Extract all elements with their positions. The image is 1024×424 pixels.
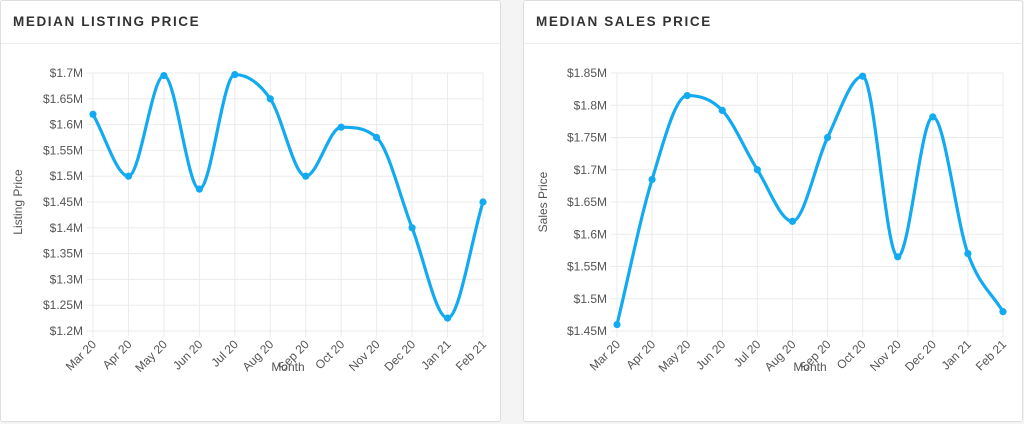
y-tick-label: $1.5M [574, 292, 607, 306]
grid-lines [87, 72, 484, 337]
y-tick-label: $1.7M [574, 163, 607, 177]
data-point[interactable] [373, 133, 381, 142]
y-tick-label: $1.6M [50, 118, 83, 132]
y-tick-label: $1.3M [50, 272, 83, 286]
y-tick-label: $1.85M [567, 66, 607, 80]
data-point[interactable] [999, 308, 1007, 316]
y-tick-label: $1.6M [574, 227, 607, 241]
x-tick-label: Jun 20 [693, 337, 729, 373]
y-tick-label: $1.2M [50, 324, 83, 338]
x-tick-label: Jan 21 [418, 337, 454, 373]
x-tick-label: Jan 21 [939, 337, 975, 373]
x-tick-label: May 20 [656, 337, 694, 375]
data-point[interactable] [648, 175, 656, 184]
y-tick-label: $1.7M [50, 66, 83, 80]
listing-price-title: MEDIAN LISTING PRICE [1, 1, 500, 44]
listing-price-chart: $1.2M $1.25M $1.3M $1.35M $1.4M $1.45M $1.5M $1… [11, 66, 490, 375]
x-tick-label: Jun 20 [170, 337, 206, 373]
x-tick-label: Mar 20 [63, 337, 100, 374]
listing-price-card: MEDIAN LISTING PRICE $1.2M $1.25M $1.3M $1.… [0, 0, 501, 422]
data-point[interactable] [195, 185, 203, 193]
y-tick-label: $1.25M [43, 298, 83, 312]
sales-price-chart: $1.45M $1.5M $1.55M $1.6M $1.65M $1.7M $1.75M $… [536, 66, 1010, 375]
y-tick-label: $1.45M [43, 195, 83, 209]
data-point[interactable] [443, 314, 452, 322]
x-tick-label: Oct 20 [834, 337, 869, 372]
data-point[interactable] [408, 224, 416, 232]
x-tick-label: Dec 20 [902, 337, 939, 374]
x-tick-label: Nov 20 [867, 337, 904, 374]
data-point[interactable] [160, 71, 168, 80]
x-tick-label: Oct 20 [312, 337, 347, 372]
x-tick-label: Apr 20 [623, 337, 658, 372]
y-tick-label: $1.65M [43, 92, 83, 106]
data-point[interactable] [859, 72, 867, 80]
x-tick-label: Apr 20 [100, 337, 135, 372]
data-point[interactable] [302, 172, 310, 180]
y-tick-label: $1.5M [50, 169, 83, 183]
data-point[interactable] [718, 106, 726, 115]
data-point[interactable] [964, 250, 972, 258]
data-point[interactable] [266, 95, 274, 103]
data-point[interactable] [683, 91, 691, 100]
y-tick-label: $1.8M [574, 98, 607, 112]
x-tick-label: Jul 20 [208, 337, 241, 370]
y-tick-label: $1.45M [567, 324, 607, 338]
x-tick-label: Jul 20 [731, 337, 764, 370]
x-axis-title: Month [793, 360, 826, 374]
y-tick-label: $1.55M [567, 260, 607, 274]
y-tick-label: $1.4M [50, 221, 83, 235]
data-point[interactable] [479, 198, 487, 206]
data-point[interactable] [613, 320, 621, 329]
x-tick-label: May 20 [132, 337, 170, 375]
sales-price-title: MEDIAN SALES PRICE [524, 1, 1022, 44]
sales-price-card: MEDIAN SALES PRICE $1.45M $1.5M $1.55M $1.6… [523, 0, 1023, 422]
data-point[interactable] [337, 123, 345, 131]
x-tick-label: Feb 21 [973, 337, 1010, 374]
x-tick-label: Nov 20 [346, 337, 383, 374]
data-point[interactable] [929, 113, 937, 121]
series-line [615, 74, 1005, 327]
data-point[interactable] [894, 253, 902, 261]
grid-lines [611, 72, 1004, 337]
y-axis-title: Listing Price [11, 169, 25, 235]
y-axis-title: Sales Price [536, 171, 550, 232]
y-tick-label: $1.75M [567, 131, 607, 145]
x-tick-label: Mar 20 [587, 337, 624, 374]
series-line [91, 72, 485, 320]
data-point[interactable] [823, 133, 832, 142]
y-tick-label: $1.55M [43, 143, 83, 157]
y-tick-label: $1.65M [567, 195, 607, 209]
data-point[interactable] [89, 110, 97, 118]
data-point[interactable] [788, 217, 797, 225]
data-point[interactable] [124, 172, 133, 180]
x-tick-label: Feb 21 [453, 337, 490, 374]
data-point[interactable] [231, 70, 239, 79]
data-point[interactable] [753, 166, 761, 174]
x-axis-title: Month [271, 360, 304, 374]
x-tick-label: Dec 20 [381, 337, 418, 374]
y-tick-label: $1.35M [43, 247, 83, 261]
